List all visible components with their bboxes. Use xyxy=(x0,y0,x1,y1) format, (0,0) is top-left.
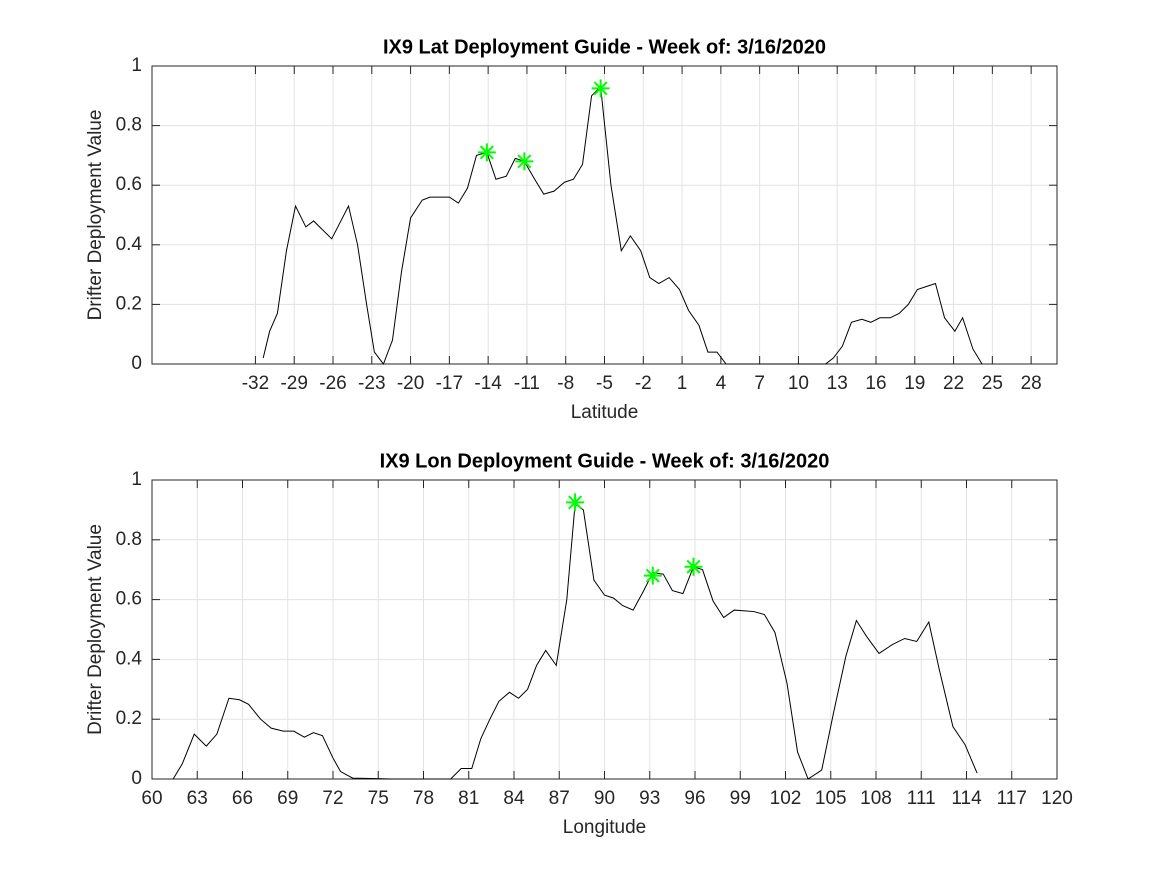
x-tick-label: -11 xyxy=(514,373,540,394)
x-tick-label: 19 xyxy=(904,373,925,394)
y-tick-label: 0.2 xyxy=(116,708,142,729)
x-tick-label: -26 xyxy=(319,373,346,394)
x-tick-label: 108 xyxy=(860,788,892,809)
x-axis-label: Longitude xyxy=(563,817,646,838)
x-tick-label: -32 xyxy=(242,373,269,394)
x-tick-label: 22 xyxy=(943,373,964,394)
y-tick-label: 0.8 xyxy=(116,115,142,136)
x-tick-label: 66 xyxy=(232,788,253,809)
y-axis-label: Drifter Deployment Value xyxy=(85,524,106,735)
highlight-marker xyxy=(515,152,534,171)
x-tick-label: -8 xyxy=(557,373,574,394)
x-tick-label: 111 xyxy=(907,788,936,809)
x-tick-label: 87 xyxy=(549,788,570,809)
x-tick-label: 16 xyxy=(865,373,886,394)
y-tick-label: 0.6 xyxy=(116,589,142,610)
x-tick-label: 114 xyxy=(951,788,982,809)
chart-title: IX9 Lon Deployment Guide - Week of: 3/16… xyxy=(380,450,830,472)
y-axis-label: Drifter Deployment Value xyxy=(85,110,106,321)
x-tick-label: 72 xyxy=(322,788,343,809)
axes-box xyxy=(151,65,1058,365)
x-tick-label: -17 xyxy=(436,373,463,394)
y-tick-label: 0 xyxy=(131,768,142,789)
x-tick-label: 78 xyxy=(413,788,434,809)
x-tick-label: 63 xyxy=(187,788,208,809)
axes-box xyxy=(151,479,1058,780)
y-tick-label: 0 xyxy=(131,353,142,374)
x-tick-label: -29 xyxy=(280,373,307,394)
x-tick-label: 102 xyxy=(770,788,802,809)
x-tick-label: 69 xyxy=(277,788,298,809)
axes: -32 -29 -26 -23 -20 -17 -14 -11 -8 -5 -2 1 4 7 10 13 16 1… xyxy=(85,36,1058,423)
x-tick-label: 105 xyxy=(815,788,847,809)
x-tick-label: 99 xyxy=(730,788,751,809)
x-tick-label: 93 xyxy=(639,788,660,809)
x-tick-label: -20 xyxy=(397,373,424,394)
y-tick-label: 0.4 xyxy=(116,648,143,669)
x-tick-label: -5 xyxy=(596,373,613,394)
y-tick-label: 1 xyxy=(131,469,142,490)
axes: 60 63 66 69 72 75 78 81 84 87 90 93 96 99 102 105 108 111… xyxy=(85,450,1073,838)
x-axis-label: Latitude xyxy=(571,402,639,423)
chart-title: IX9 Lat Deployment Guide - Week of: 3/16… xyxy=(383,36,826,58)
x-tick-label: 7 xyxy=(754,373,765,394)
x-tick-label: 117 xyxy=(997,788,1027,809)
x-tick-label: -14 xyxy=(474,373,502,394)
x-tick-label: 120 xyxy=(1041,788,1073,809)
highlight-marker xyxy=(643,566,662,585)
y-tick-label: 0.6 xyxy=(116,174,142,195)
highlight-marker xyxy=(477,143,496,162)
data-line xyxy=(262,85,983,366)
x-tick-label: 75 xyxy=(368,788,389,809)
x-tick-label: 25 xyxy=(982,373,1003,394)
y-tick-label: 1 xyxy=(131,55,142,76)
x-tick-label: 4 xyxy=(716,373,727,394)
x-tick-label: 1 xyxy=(677,373,688,394)
y-tick-label: 0.2 xyxy=(116,293,142,314)
y-tick-label: 0.8 xyxy=(116,529,142,550)
x-tick-label: -23 xyxy=(358,373,385,394)
x-tick-label: 13 xyxy=(827,373,848,394)
x-tick-label: 28 xyxy=(1021,373,1042,394)
x-tick-label: 81 xyxy=(458,788,479,809)
x-tick-label: 60 xyxy=(141,788,162,809)
x-tick-label: 96 xyxy=(684,788,705,809)
data-line xyxy=(172,502,978,780)
highlight-marker xyxy=(591,79,610,98)
y-tick-label: 0.4 xyxy=(116,234,143,255)
x-tick-label: -2 xyxy=(635,373,652,394)
x-tick-label: 10 xyxy=(788,373,809,394)
x-tick-label: 84 xyxy=(503,788,525,809)
highlight-marker xyxy=(566,493,585,512)
x-tick-label: 90 xyxy=(594,788,615,809)
highlight-marker xyxy=(684,557,703,576)
